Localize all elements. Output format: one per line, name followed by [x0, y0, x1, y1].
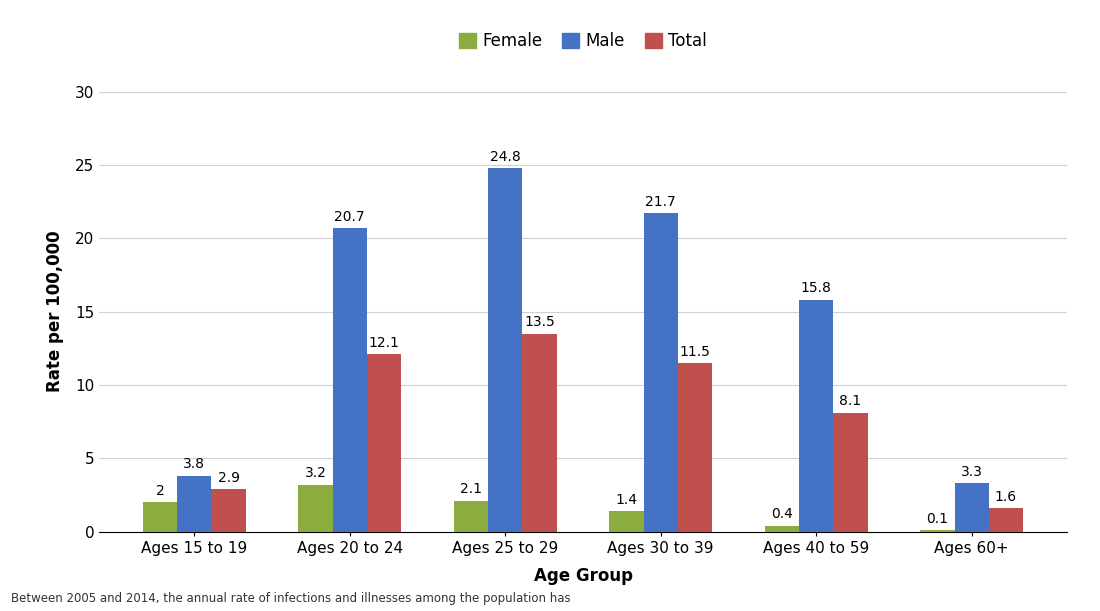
Text: 13.5: 13.5 [524, 315, 554, 329]
Text: 1.4: 1.4 [616, 492, 638, 507]
Bar [488, 168, 522, 532]
Bar [678, 363, 712, 532]
Legend: Female, Male, Total: Female, Male, Total [452, 25, 714, 57]
Text: 1.6: 1.6 [994, 489, 1018, 503]
Bar [367, 354, 402, 532]
Text: 12.1: 12.1 [368, 335, 399, 349]
Text: 21.7: 21.7 [646, 195, 676, 209]
Bar [955, 483, 989, 532]
Bar [609, 511, 644, 532]
Text: 3.3: 3.3 [960, 465, 982, 479]
Bar [143, 502, 177, 532]
Text: 3.8: 3.8 [184, 458, 206, 472]
Text: 2.9: 2.9 [218, 470, 240, 485]
Text: 3.2: 3.2 [305, 466, 327, 480]
Bar [522, 334, 557, 532]
Bar [921, 530, 955, 532]
Text: 0.4: 0.4 [771, 507, 793, 521]
Bar [211, 489, 245, 532]
Text: 8.1: 8.1 [839, 394, 861, 408]
Bar [834, 413, 868, 532]
X-axis label: Age Group: Age Group [534, 567, 632, 585]
Bar [177, 476, 211, 532]
Bar [799, 300, 834, 532]
Bar [764, 525, 799, 532]
Text: Between 2005 and 2014, the annual rate of infections and illnesses among the pop: Between 2005 and 2014, the annual rate o… [11, 592, 571, 605]
Y-axis label: Rate per 100,000: Rate per 100,000 [46, 231, 64, 392]
Text: 24.8: 24.8 [490, 150, 520, 164]
Text: 11.5: 11.5 [680, 345, 711, 359]
Text: 20.7: 20.7 [334, 210, 365, 224]
Bar [298, 485, 332, 532]
Text: 15.8: 15.8 [801, 282, 832, 296]
Bar [332, 228, 367, 532]
Text: 0.1: 0.1 [926, 511, 948, 525]
Bar [644, 213, 678, 532]
Text: 2: 2 [156, 484, 165, 498]
Bar [989, 508, 1023, 532]
Text: 2.1: 2.1 [460, 482, 482, 496]
Bar [454, 501, 488, 532]
